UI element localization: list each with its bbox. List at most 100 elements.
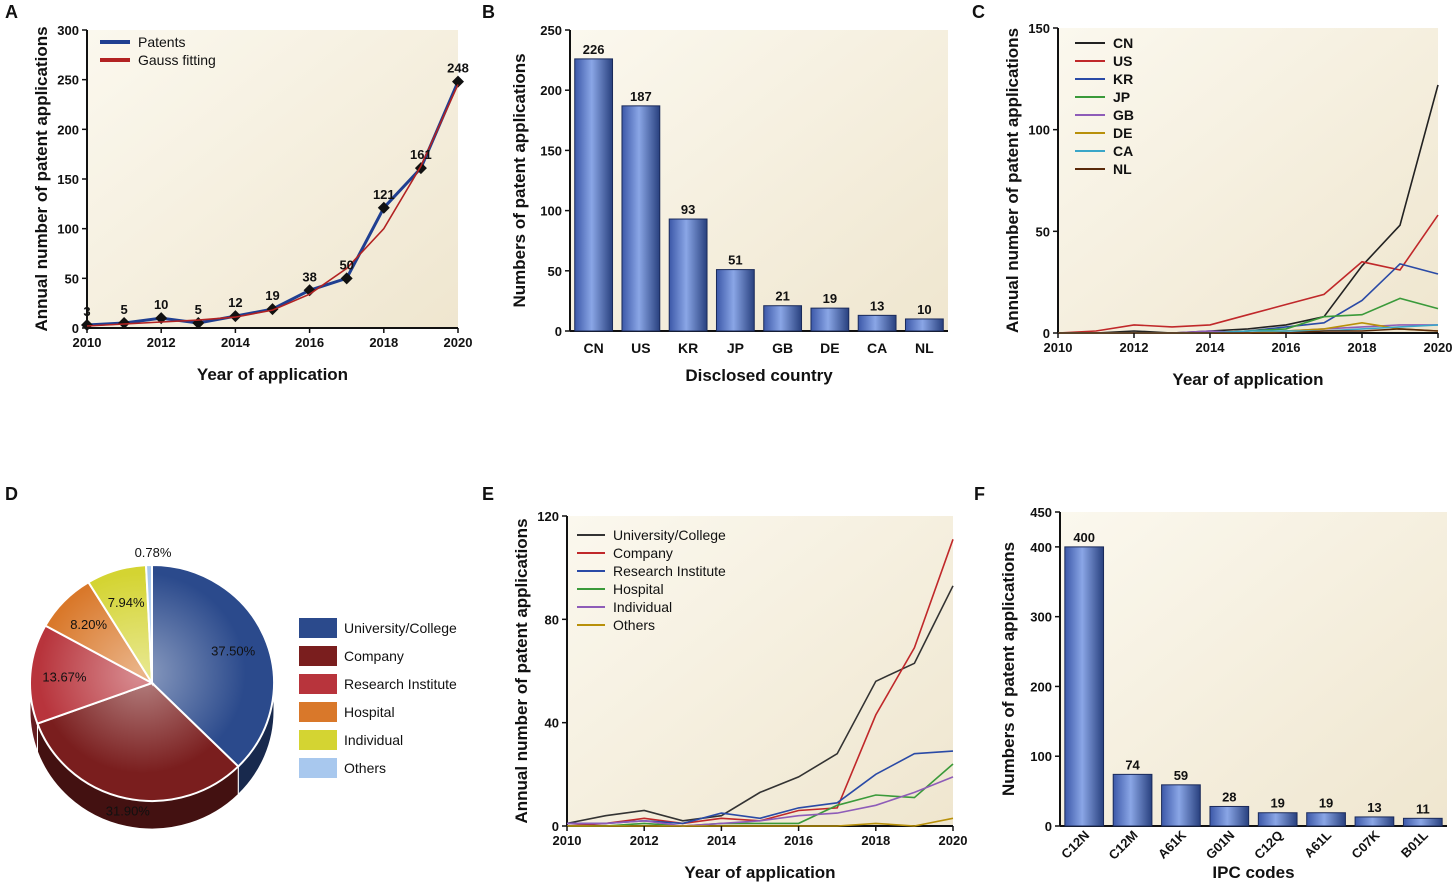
panel-f-bar-value-label: 19 <box>1270 796 1284 811</box>
panel-e-legend-label: Others <box>613 617 655 633</box>
panel-c-ytick-label: 150 <box>1028 21 1050 36</box>
panel-b-bar-us <box>621 105 661 332</box>
panel-b-bar-ca <box>857 314 897 332</box>
panel-c-xtick-label: 2016 <box>1272 340 1301 355</box>
panel-e-legend-label: Company <box>613 545 673 561</box>
panel-f-bar-value-label: 400 <box>1073 530 1095 545</box>
panel-c-xtick-label: 2010 <box>1044 340 1073 355</box>
panel-d-slice-label: 7.94% <box>108 595 145 610</box>
panel-d-legend-label: University/College <box>344 620 457 636</box>
panel-a-xtick-label: 2020 <box>444 335 473 350</box>
panel-d-slice-label: 0.78% <box>135 545 172 560</box>
panel-e-xtick-label: 2020 <box>939 833 968 848</box>
panel-d-legend-swatch <box>299 618 337 638</box>
panel-a-data-point <box>118 317 131 330</box>
panel-f-x-axis-label: IPC codes <box>1212 863 1294 882</box>
panel-b-bar-value-label: 93 <box>681 202 695 217</box>
panel-f-bar-value-label: 59 <box>1174 768 1188 783</box>
panel-d-legend-swatch <box>299 730 337 750</box>
panel-e-xtick-label: 2012 <box>630 833 659 848</box>
panel-d-slice-label: 37.50% <box>211 643 256 658</box>
panel-c-ytick-label: 0 <box>1043 326 1050 341</box>
panel-a-ytick-label: 300 <box>57 23 79 38</box>
panel-b-xtick-label: CN <box>584 340 604 356</box>
panel-b-ytick-label: 200 <box>540 83 562 98</box>
panel-b-xtick-label: CA <box>867 340 887 356</box>
panel-f-xtick-label: B01L <box>1398 827 1431 860</box>
panel-f-xtick-label: G01N <box>1203 828 1238 863</box>
panel-f-ytick-label: 0 <box>1045 819 1052 834</box>
panel-e: 0 40 80 120 2010 2012 2014 2016 2018 2020 Year of … <box>482 484 967 882</box>
panel-f-bar-a61k <box>1161 784 1201 827</box>
panel-a-ytick-label: 150 <box>57 172 79 187</box>
panel-a-data-point <box>377 201 390 214</box>
panel-f-y-axis-label: Numbers of patent applications <box>999 542 1018 796</box>
panel-b-bar-de <box>810 307 850 332</box>
panel-c-tag: C <box>972 2 985 22</box>
panel-d: D 37.50% 31.90% 13.67% 8.20%7.94% 0.78% Univer… <box>5 484 457 830</box>
panel-b-xtick-label: US <box>631 340 650 356</box>
panel-e-series-line-individual <box>567 776 954 827</box>
panel-b-ytick-label: 0 <box>555 324 562 339</box>
panel-a-xtick-label: 2014 <box>221 335 251 350</box>
panel-f-plot-area <box>1060 512 1447 826</box>
panel-c-xtick-label: 2014 <box>1196 340 1226 355</box>
panel-b-xtick-label: DE <box>820 340 839 356</box>
panel-e-legend-label: Hospital <box>613 581 664 597</box>
panel-b-xtick-label: NL <box>915 340 934 356</box>
panel-a-data-point <box>340 272 353 285</box>
panel-e-series-line-others <box>567 817 954 827</box>
panel-f-ytick-label: 450 <box>1030 505 1052 520</box>
panel-f-xtick-label: A61L <box>1301 827 1334 860</box>
panel-f: 400 C12N 74 C12M 59 A61K 28 G01N 19 C12Q 19 A61L 13 C… <box>974 484 1447 882</box>
panel-c-ytick-label: 100 <box>1028 123 1050 138</box>
panel-d-legend-label: Individual <box>344 732 403 748</box>
panel-c-series-line-cn <box>1058 84 1439 334</box>
panel-a-x-axis-label: Year of application <box>197 365 348 384</box>
panel-f-bar-a61l <box>1306 812 1346 827</box>
panel-f-ytick-label: 100 <box>1030 749 1052 764</box>
panel-a-ytick-label: 200 <box>57 122 79 137</box>
panel-c-legend-label: CA <box>1113 143 1133 159</box>
panel-c-ytick-label: 50 <box>1036 224 1050 239</box>
panel-d-legend-swatch <box>299 674 337 694</box>
panel-b-ytick-label: 100 <box>540 204 562 219</box>
panel-d-legend-label: Company <box>344 648 404 664</box>
panel-b-bar-value-label: 13 <box>870 298 884 313</box>
panel-b-bar-jp <box>715 269 755 332</box>
panel-b-bar-gb <box>763 305 803 332</box>
panel-d-legend-label: Others <box>344 760 386 776</box>
panel-d-legend-swatch <box>299 702 337 722</box>
panel-f-bar-c12q <box>1257 812 1298 827</box>
panel-b-bar-value-label: 21 <box>775 289 789 304</box>
panel-c-legend-label: US <box>1113 53 1132 69</box>
panel-f-bar-b01l <box>1402 817 1443 827</box>
panel-a-data-label: 50 <box>339 257 353 272</box>
panel-f-xtick-label: C12M <box>1106 828 1141 863</box>
panel-f-bar-value-label: 19 <box>1319 796 1333 811</box>
panel-f-ytick-label: 400 <box>1030 540 1052 555</box>
panel-f-xtick-label: C12N <box>1058 828 1092 862</box>
panel-b-x-axis-label: Disclosed country <box>685 366 833 385</box>
panel-e-tag: E <box>482 484 494 504</box>
panel-b-y-axis-label: Numbers of patent applications <box>510 53 529 307</box>
panel-f-ytick-label: 300 <box>1030 610 1052 625</box>
panel-a-legend-label: Patents <box>138 34 185 50</box>
panel-a-ytick-label: 0 <box>72 321 79 336</box>
panel-a-data-label: 12 <box>228 295 242 310</box>
panel-a-data-point <box>452 75 464 88</box>
panel-f-bar-c12n <box>1064 546 1105 827</box>
panel-e-legend-label: Individual <box>613 599 672 615</box>
panel-a-data-label: 161 <box>410 147 432 162</box>
panel-a-ytick-label: 50 <box>65 271 79 286</box>
panel-e-xtick-label: 2018 <box>861 833 890 848</box>
panel-b-tag: B <box>482 2 495 22</box>
panel-f-bar-g01n <box>1209 805 1250 827</box>
panel-e-xtick-label: 2010 <box>553 833 582 848</box>
panel-f-xtick-label: A61K <box>1155 827 1190 862</box>
panel-f-xtick-label: C07K <box>1348 827 1383 862</box>
panel-b-bar-value-label: 226 <box>583 42 605 57</box>
panel-b-bar-value-label: 187 <box>630 89 652 104</box>
panel-a-xtick-label: 2010 <box>73 335 102 350</box>
